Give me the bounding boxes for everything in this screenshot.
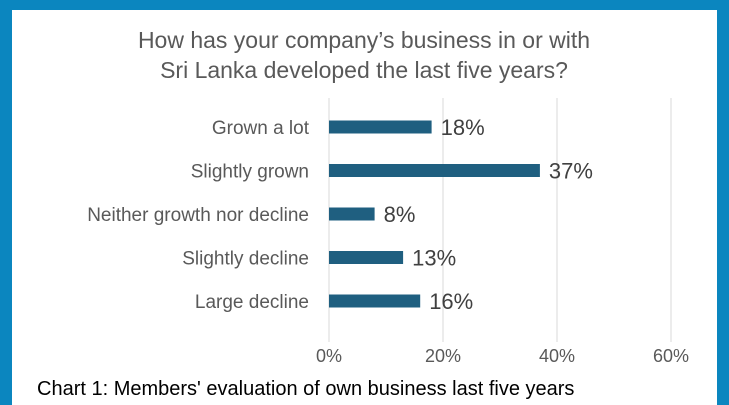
chart-title-line-1: How has your company’s business in or wi… bbox=[138, 27, 590, 53]
category-label: Neither growth nor decline bbox=[87, 205, 309, 226]
category-label: Slightly decline bbox=[182, 249, 309, 270]
bar bbox=[329, 164, 540, 177]
data-label: 18% bbox=[441, 115, 485, 140]
bar bbox=[329, 294, 421, 308]
chart-frame: How has your company’s business in or wi… bbox=[12, 10, 717, 405]
bar-chart: How has your company’s business in or wi… bbox=[87, 27, 689, 366]
category-label: Large decline bbox=[195, 292, 309, 313]
bar bbox=[329, 251, 404, 264]
x-tick-label: 40% bbox=[539, 346, 575, 366]
data-label: 37% bbox=[549, 159, 593, 184]
x-tick-label: 60% bbox=[653, 346, 689, 366]
chart-caption: Chart 1: Members' evaluation of own busi… bbox=[37, 378, 575, 400]
bar bbox=[329, 207, 375, 221]
x-tick-label: 0% bbox=[316, 346, 342, 366]
data-label: 8% bbox=[384, 202, 416, 227]
bar bbox=[329, 120, 432, 134]
x-tick-label: 20% bbox=[425, 346, 461, 366]
bars bbox=[329, 120, 540, 308]
category-label: Grown a lot bbox=[212, 118, 310, 139]
data-label: 13% bbox=[412, 246, 456, 271]
chart-title-line-2: Sri Lanka developed the last five years? bbox=[160, 57, 568, 83]
category-label: Slightly grown bbox=[191, 162, 309, 183]
labels: 0% 20% 40% 60% Grown a lot 18% Slightly grown 3… bbox=[87, 115, 689, 366]
data-label: 16% bbox=[429, 289, 473, 314]
